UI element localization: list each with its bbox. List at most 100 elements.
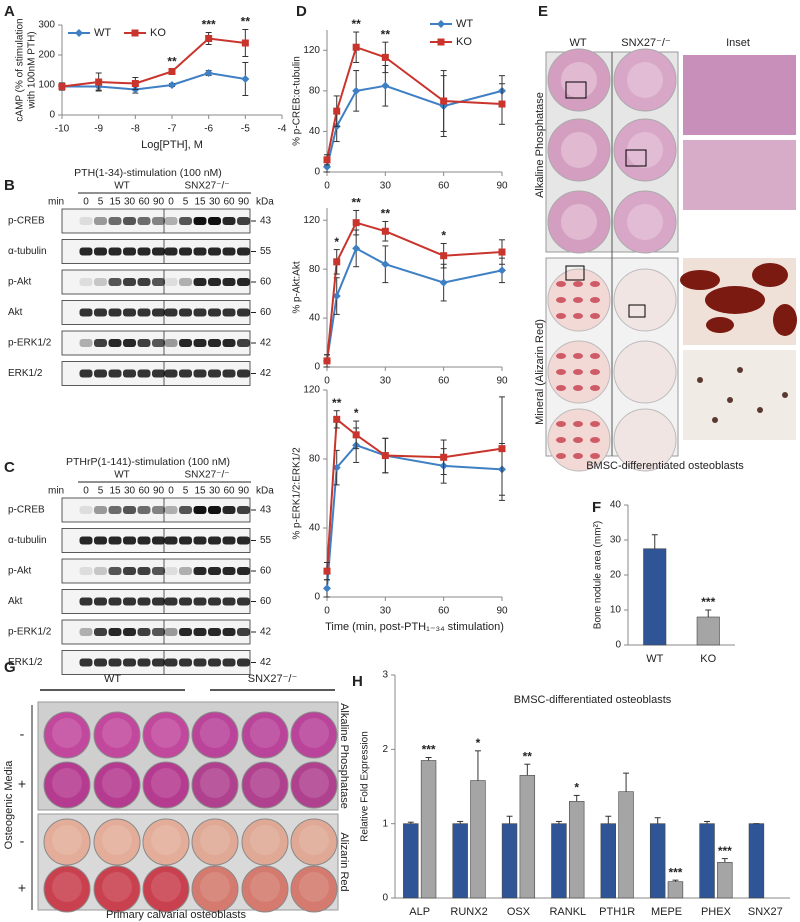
legend-label: WT (94, 27, 111, 39)
blot-band (108, 339, 122, 347)
blot-band (94, 278, 107, 286)
blot-band (152, 536, 165, 545)
y-tick-label: 300 (38, 20, 55, 31)
error-bar (573, 794, 580, 802)
x-tick-label: KO (700, 653, 716, 665)
point (131, 80, 139, 87)
panel-letter: B (4, 177, 15, 194)
time-label: 30 (209, 197, 221, 208)
well (142, 865, 190, 913)
time-label: 60 (138, 486, 150, 497)
time-label: 60 (138, 197, 150, 208)
x-axis-label: Log[PTH], M (141, 139, 203, 151)
well (43, 711, 91, 759)
blot-band (208, 597, 221, 606)
blot-band (123, 217, 136, 225)
blot-band (164, 308, 178, 317)
media-sign: + (18, 776, 26, 792)
well-center (561, 132, 597, 168)
significance: * (354, 406, 359, 420)
blot-band (79, 628, 93, 636)
column-label: WT (569, 37, 586, 49)
blot-band (123, 247, 136, 256)
time-label: 0 (168, 486, 174, 497)
blot-band (237, 339, 250, 347)
x-tick-label: PTH1R (599, 906, 635, 918)
mineral-dot (697, 377, 703, 383)
x-tick-label: SNX27 (748, 906, 783, 918)
line (61, 37, 246, 88)
x-tick-label: -4 (278, 124, 287, 135)
x-tick-label: MEPE (651, 906, 682, 918)
blot-band (79, 369, 93, 378)
column-label: SNX27⁻/⁻ (621, 37, 671, 49)
legend-label: KO (150, 27, 166, 39)
point (352, 244, 361, 253)
blot-band (79, 247, 93, 256)
significance: *** (422, 743, 436, 757)
well-center (200, 825, 230, 855)
y-tick-label: 40 (309, 126, 321, 137)
x-tick-label: 30 (380, 376, 392, 387)
well-center (250, 768, 280, 798)
mineral-spot (556, 281, 566, 287)
bar (667, 881, 684, 899)
line (326, 444, 503, 589)
y-tick-label: 0 (314, 167, 320, 178)
x-tick-label: 0 (324, 606, 330, 617)
bar (501, 823, 518, 899)
significance: * (441, 229, 446, 243)
well (290, 711, 338, 759)
significance: ** (523, 749, 533, 763)
y-tick-label: 200 (38, 50, 55, 61)
bar (568, 801, 585, 899)
mineral-spot (556, 297, 566, 303)
group-label: WT (114, 181, 130, 192)
blot-band (137, 567, 151, 575)
y-axis-label: % p-Akt:Akt (292, 261, 303, 313)
point (381, 260, 390, 269)
blot-band (179, 658, 192, 667)
x-tick-label: RANKL (549, 906, 586, 918)
kda-value: 60 (260, 596, 272, 607)
mineral-dot (757, 407, 763, 413)
blot-band (193, 369, 207, 378)
blot-row-label: p-CREB (8, 216, 45, 227)
inset (683, 55, 796, 135)
kda-label: kDa (256, 197, 274, 208)
mineral-deposit (680, 270, 720, 290)
well (191, 711, 239, 759)
legend-label: WT (456, 18, 473, 30)
well-center (151, 825, 181, 855)
mineral-dot (712, 417, 718, 423)
blot-band (222, 506, 236, 514)
kda-value: 42 (260, 338, 272, 349)
stain-label: Alizarin Red (338, 832, 350, 891)
bar (618, 791, 634, 899)
blot-band (123, 278, 136, 286)
point (168, 81, 176, 89)
blot-band (179, 506, 192, 514)
well (43, 865, 91, 913)
legend-marker (75, 29, 83, 37)
blot-row-label: p-CREB (8, 505, 45, 516)
mineral-deposit (705, 286, 765, 314)
bar (699, 823, 715, 899)
y-tick-label: 120 (303, 45, 320, 56)
x-tick-label: PHEX (701, 906, 732, 918)
time-label: 5 (183, 197, 189, 208)
media-sign: + (18, 880, 26, 896)
blot-band (94, 308, 107, 317)
y-tick-label: 2 (382, 744, 388, 755)
row-label: Mineral (Alizarin Red) (534, 319, 546, 425)
blot-band (123, 506, 136, 514)
y-tick-label: 40 (309, 523, 321, 534)
kda-value: 42 (260, 368, 272, 379)
blot-band (152, 597, 165, 606)
x-tick-label: 60 (438, 181, 450, 192)
y-tick-label: 0 (49, 110, 55, 121)
point (241, 39, 249, 47)
mineral-deposit (706, 317, 734, 333)
inset-box (565, 81, 587, 99)
x-tick-label: ALP (409, 906, 430, 918)
